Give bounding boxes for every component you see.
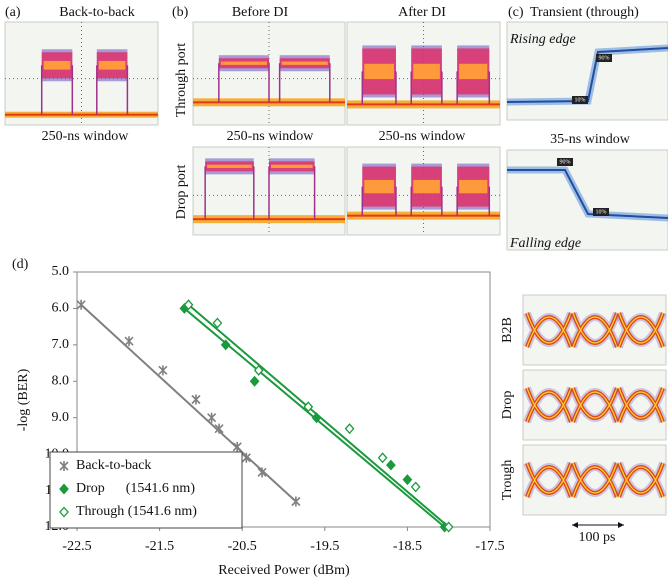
panel-title: Transient (through) [530,5,639,20]
panel-label: (d) [12,257,29,272]
point [192,395,200,405]
pulse [459,64,487,79]
low-level [5,114,158,116]
marker-text: 90% [560,159,571,165]
pulse [221,62,267,65]
scope-screen [5,22,158,125]
x-tick-label: -21.5 [145,539,174,554]
panel-title: Back-to-back [59,5,134,20]
eye-screen [523,295,666,365]
pulse [364,180,394,193]
y-tick-label: 5.0 [52,264,70,279]
pulse [413,64,440,79]
legend-label: Drop (1541.6 nm) [76,481,195,496]
point [251,377,259,386]
low-level [347,215,500,217]
row-title: Drop port [174,164,189,219]
panel-label: (b) [172,5,189,20]
point [292,497,300,507]
x-tick-label: -18.5 [393,539,422,554]
row-title: Through port [174,43,189,117]
legend-label: Through (1541.6 nm) [76,504,197,519]
eye-screen [523,370,666,440]
marker-text: 10% [596,209,607,215]
marker-text: 10% [575,97,586,103]
edge-label: Rising edge [509,32,576,47]
pulse [207,165,252,168]
y-tick-label: 7.0 [52,337,70,352]
point [77,300,85,310]
marker-text: 90% [599,55,610,61]
point [387,461,395,470]
y-tick-label: 9.0 [52,410,70,425]
pulse [413,180,440,193]
page: 90% 10% 90% 10% (a) Back-to-back 250-ns win… [0,0,668,581]
eye-label: B2B [500,317,515,343]
column-title: Before DI [232,5,289,20]
pulse [99,61,126,70]
legend-label: Back-to-back [76,458,151,473]
window-label: 250-ns window [227,129,315,144]
x-tick-label: -17.5 [475,539,504,554]
point [208,413,216,423]
pulse [44,61,71,70]
y-tick-label: 8.0 [52,374,70,389]
figure: 90% 10% 90% 10% (a) Back-to-back 250-ns win… [0,0,668,581]
point [412,482,420,491]
column-title: After DI [398,5,446,20]
plot: 5.06.07.08.09.010.011.012.0-22.5-21.5-20… [45,264,505,554]
point [159,365,167,375]
window-label: 250-ns window [379,129,467,144]
y-tick-label: 6.0 [52,301,70,316]
pulse [459,180,487,193]
pulse [271,165,313,168]
eye-screen [523,445,666,515]
point [403,475,411,484]
low-level [347,103,500,105]
x-axis-label: Received Power (dBm) [218,563,350,578]
window-label: 250-ns window [42,129,130,144]
point [233,442,241,452]
point [346,424,354,433]
point [125,336,133,346]
point [379,453,387,462]
x-tick-label: -22.5 [62,539,91,554]
pulse [364,64,394,79]
scope-screen [507,150,668,250]
panel-label: (c) [508,5,524,20]
panel-label: (a) [5,5,21,20]
x-tick-label: -20.5 [228,539,257,554]
eye-label: Drop [500,391,515,420]
window-label: 35-ns window [550,132,631,147]
x-tick-label: -19.5 [310,539,339,554]
y-axis-label: -log (BER) [16,368,31,431]
scale-label: 100 ps [579,530,616,545]
pulse [282,62,328,65]
edge-label: Falling edge [509,236,581,251]
eye-label: Trough [500,460,515,501]
